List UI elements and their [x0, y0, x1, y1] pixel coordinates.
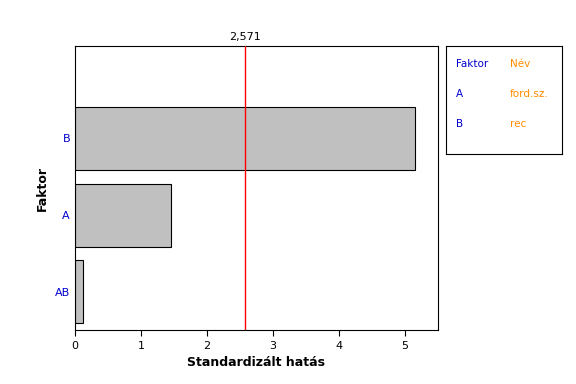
Text: rec: rec	[510, 119, 526, 129]
Bar	[75, 260, 83, 323]
Bar	[75, 184, 170, 247]
Text: ford.sz.: ford.sz.	[510, 89, 548, 99]
Text: B: B	[456, 119, 463, 129]
Text: Név: Név	[510, 59, 530, 69]
Text: Faktor: Faktor	[456, 59, 488, 69]
X-axis label: Standardizált hatás: Standardizált hatás	[187, 356, 325, 369]
Bar	[75, 107, 415, 170]
Text: A: A	[456, 89, 463, 99]
Text: 2,571: 2,571	[229, 32, 260, 42]
Y-axis label: Faktor: Faktor	[36, 166, 49, 211]
